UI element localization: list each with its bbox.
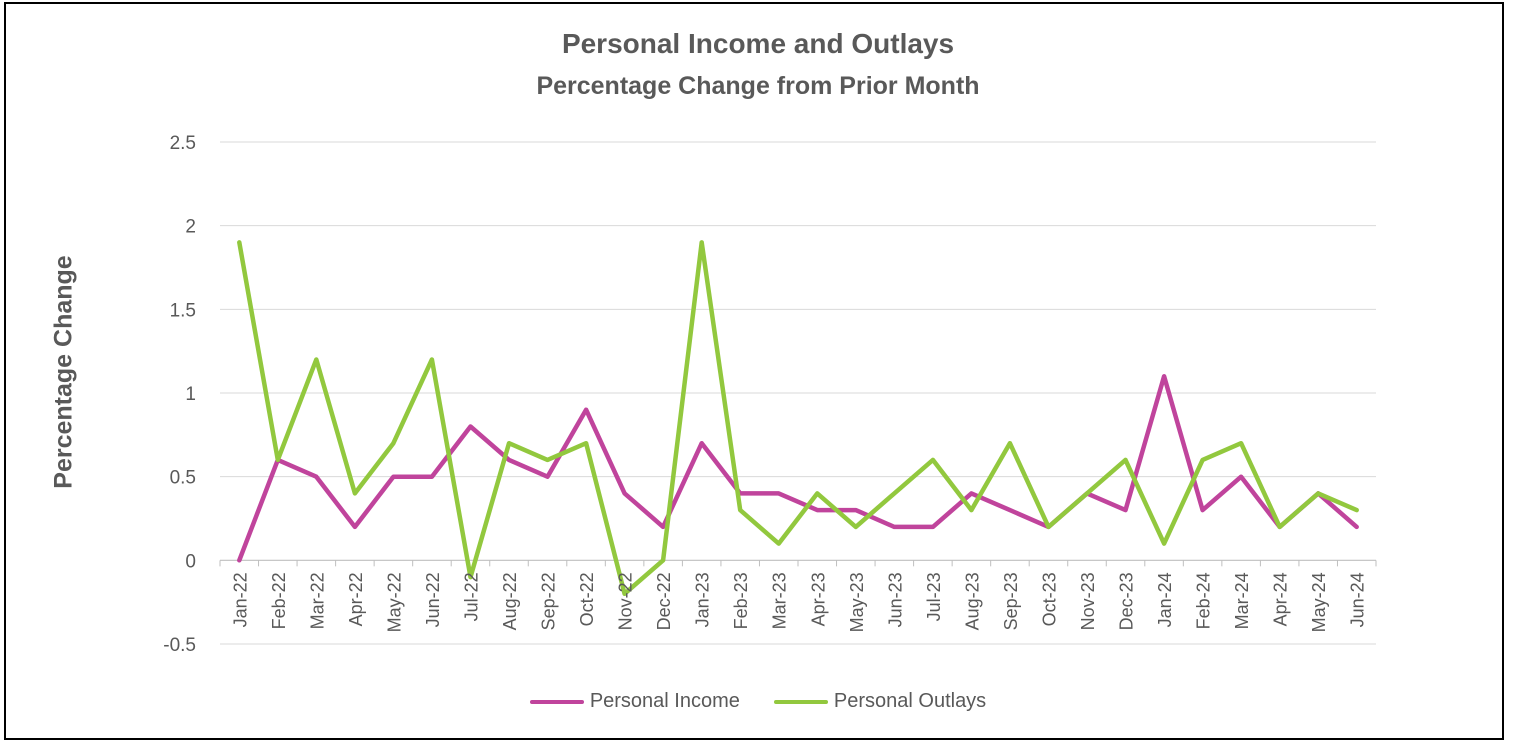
x-tick-label: Oct-22	[577, 572, 597, 626]
legend-label-personal-outlays: Personal Outlays	[833, 690, 987, 712]
x-tick-label: Feb-22	[269, 572, 289, 629]
x-tick-label: Mar-23	[770, 572, 790, 629]
legend-item-personal-income: Personal Income	[529, 690, 740, 713]
y-tick-label: 2	[185, 217, 196, 238]
x-tick-label: Nov-22	[616, 572, 636, 630]
y-tick-label: 1	[185, 384, 196, 405]
x-tick-label: Apr-22	[346, 572, 366, 626]
legend-label-personal-income: Personal Income	[589, 690, 740, 712]
x-tick-label: Sep-23	[1001, 572, 1021, 630]
y-tick-label: 0	[185, 551, 196, 572]
x-tick-label: Apr-24	[1271, 572, 1291, 626]
series-line-personal-income	[237, 374, 1359, 563]
x-tick-label: Aug-22	[500, 572, 520, 630]
x-tick-label: Jun-22	[423, 572, 443, 627]
x-tick-label: Jan-23	[693, 572, 713, 627]
x-tick-label: May-24	[1309, 572, 1329, 632]
x-tick-label: Feb-23	[731, 572, 751, 629]
chart-subtitle: Percentage Change from Prior Month	[536, 72, 980, 100]
legend-swatch-personal-outlays	[773, 699, 828, 704]
x-tick-label: Apr-23	[808, 572, 828, 626]
legend-item-personal-outlays: Personal Outlays	[773, 690, 987, 713]
x-tick-label: Dec-23	[1117, 572, 1137, 630]
y-tick-label: -0.5	[163, 635, 196, 656]
legend-swatch-personal-income	[529, 699, 584, 704]
y-tick-label: 2.5	[170, 133, 196, 154]
x-tick-label: Mar-24	[1232, 572, 1252, 629]
x-tick-label: Mar-22	[307, 572, 327, 629]
y-tick-label: 0.5	[170, 468, 196, 489]
x-tick-label: Aug-23	[962, 572, 982, 630]
x-tick-label: May-22	[384, 572, 404, 632]
x-tick-label: Nov-23	[1078, 572, 1098, 630]
y-tick-label: 1.5	[170, 300, 196, 321]
x-tick-label: Jul-23	[924, 572, 944, 621]
x-tick-label: Jun-24	[1348, 572, 1368, 627]
x-tick-label: Jan-22	[230, 572, 250, 627]
x-tick-label: Feb-24	[1194, 572, 1214, 629]
x-tick-label: Jun-23	[885, 572, 905, 627]
x-tick-label: May-23	[847, 572, 867, 632]
x-tick-label: Jul-22	[461, 572, 481, 621]
series-line-personal-outlays	[237, 240, 1359, 597]
legend: Personal Income Personal Outlays	[0, 690, 1516, 713]
chart-title: Personal Income and Outlays	[561, 28, 955, 59]
x-tick-label: Jan-24	[1155, 572, 1175, 627]
x-tick-label: Oct-23	[1039, 572, 1059, 626]
chart-frame	[4, 2, 1504, 740]
x-tick-label: Sep-22	[539, 572, 559, 630]
x-tick-label: Dec-22	[654, 572, 674, 630]
